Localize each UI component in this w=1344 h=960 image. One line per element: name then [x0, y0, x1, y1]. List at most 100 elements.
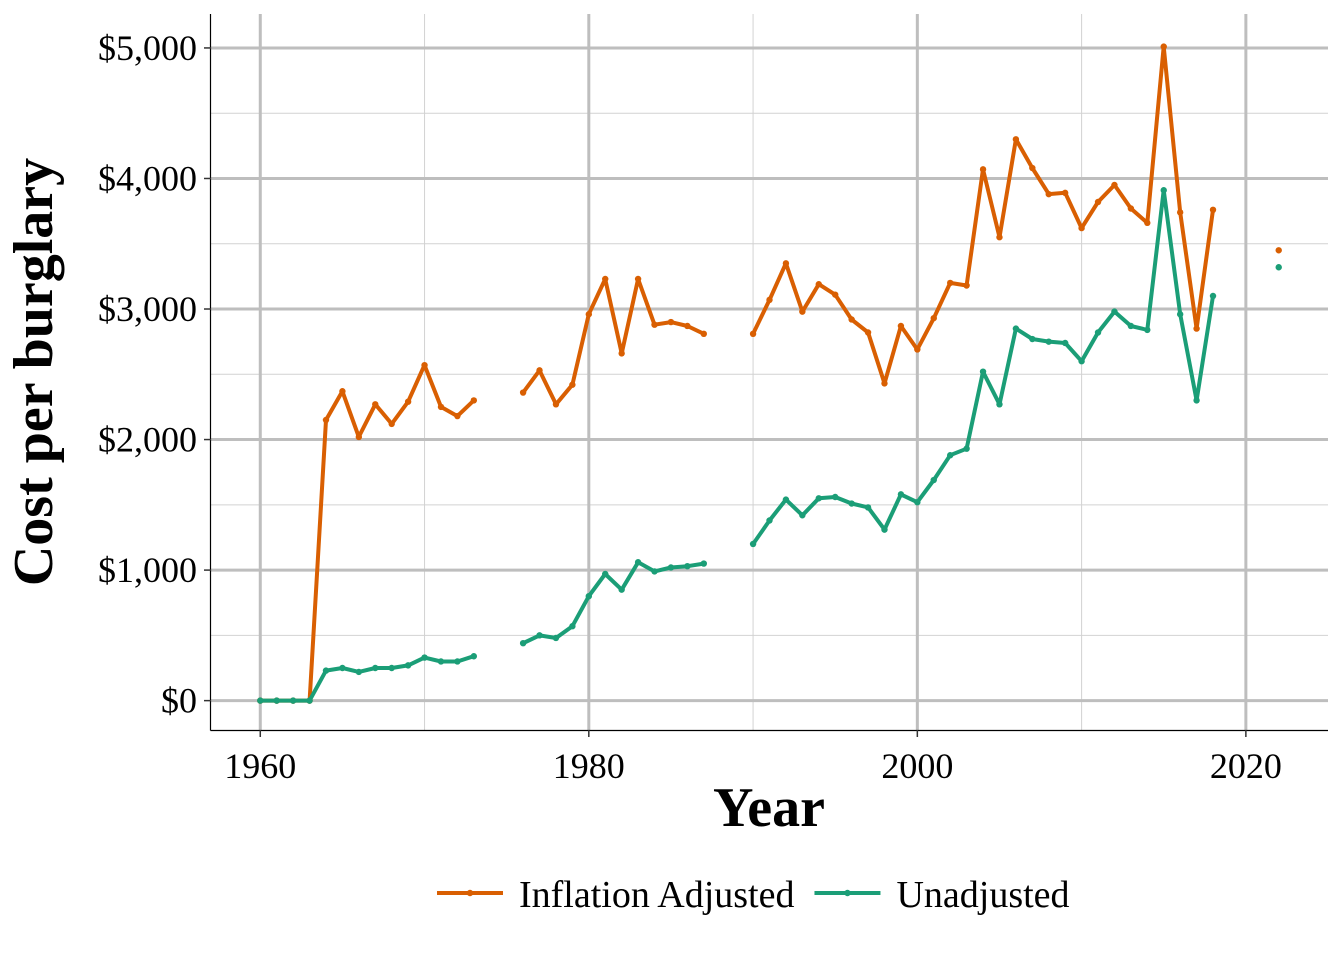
data-point [700, 560, 707, 567]
data-point [782, 260, 790, 267]
data-point [306, 697, 313, 704]
series-line [258, 363, 476, 703]
data-point [372, 401, 379, 408]
data-point [864, 329, 872, 336]
data-point [963, 445, 970, 452]
data-point [1144, 219, 1151, 227]
data-point [339, 664, 346, 672]
data-point [1029, 164, 1036, 172]
data-point [1160, 43, 1167, 50]
data-point [848, 316, 855, 323]
data-point [536, 367, 543, 374]
y-tick-label: $1,000 [98, 550, 197, 590]
data-point [421, 361, 428, 369]
data-point [1094, 198, 1102, 206]
series-0 [257, 43, 1282, 704]
data-point [897, 322, 905, 330]
data-point [1078, 358, 1085, 365]
y-axis-title: Cost per burglary [3, 158, 65, 586]
series-layer [257, 43, 1282, 704]
data-point [437, 658, 445, 665]
data-point [634, 275, 642, 283]
data-point [979, 166, 987, 173]
y-tick-label: $5,000 [98, 28, 197, 68]
data-point [749, 540, 757, 548]
major-grid [211, 14, 1328, 730]
data-point [1275, 264, 1282, 271]
data-point [700, 330, 707, 338]
data-point [618, 350, 625, 357]
data-point [536, 632, 543, 639]
x-tick-label: 2020 [1210, 746, 1282, 786]
data-point [322, 667, 330, 674]
data-point [1144, 326, 1151, 334]
data-point [864, 504, 872, 511]
data-point [454, 658, 461, 665]
x-tick-label: 1960 [224, 746, 296, 786]
y-tick-label: $4,000 [98, 158, 197, 198]
data-point [355, 668, 363, 676]
data-point [1193, 325, 1200, 332]
data-point [848, 500, 855, 507]
data-point [1012, 325, 1020, 332]
data-point [634, 559, 642, 566]
data-point [1045, 190, 1052, 198]
data-point [273, 697, 280, 704]
data-point [1111, 308, 1118, 315]
legend-label: Unadjusted [896, 874, 1069, 916]
data-point [1012, 136, 1020, 143]
legend-key-point [844, 889, 851, 897]
data-point [832, 291, 839, 298]
data-point [602, 570, 609, 578]
data-point [355, 433, 363, 441]
data-point [437, 403, 445, 411]
data-point [1209, 206, 1217, 214]
data-point [1275, 247, 1282, 254]
data-point [1094, 329, 1102, 336]
legend-item-0: Inflation Adjusted [437, 874, 794, 916]
data-point [1061, 189, 1069, 197]
data-point [552, 634, 560, 642]
data-point [749, 330, 757, 338]
data-point [684, 322, 691, 330]
y-tick-label: $2,000 [98, 420, 197, 460]
data-point [1111, 181, 1118, 189]
data-point [979, 368, 987, 375]
data-point [766, 296, 773, 304]
series-line [521, 277, 706, 407]
series-line [521, 560, 706, 646]
data-point [470, 653, 478, 660]
data-point [799, 308, 806, 315]
data-point [618, 586, 625, 593]
data-point [766, 517, 773, 524]
series-line [751, 44, 1215, 386]
data-point [946, 279, 954, 287]
data-point [963, 282, 970, 289]
data-point [914, 346, 921, 353]
x-tick-label: 1980 [553, 746, 625, 786]
data-point [1176, 209, 1184, 216]
data-point [585, 592, 593, 600]
data-point [404, 662, 412, 669]
data-point [996, 234, 1003, 241]
data-point [404, 398, 412, 405]
legend-item-1: Unadjusted [814, 874, 1070, 916]
data-point [1078, 224, 1085, 232]
y-axis-ticks: $0 $1,000 $2,000 $3,000 $4,000 $5,000 [98, 28, 211, 721]
legend-key-point [466, 889, 474, 897]
data-point [257, 697, 264, 704]
data-point [1061, 339, 1069, 347]
data-point [684, 562, 691, 570]
data-point [651, 321, 658, 328]
data-point [881, 526, 888, 533]
data-point [930, 476, 937, 484]
y-tick-label: $0 [161, 681, 197, 721]
data-point [585, 311, 593, 318]
legend: Inflation Adjusted Unadjusted [437, 874, 1070, 916]
data-point [832, 493, 839, 501]
data-point [421, 654, 428, 661]
data-point [667, 318, 675, 326]
data-point [1160, 187, 1167, 194]
data-point [1176, 311, 1184, 318]
